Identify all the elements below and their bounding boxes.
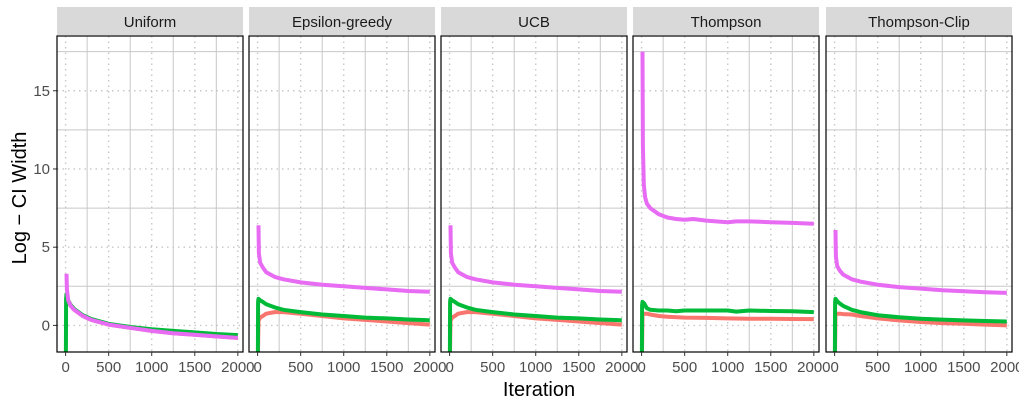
facet-title: Thompson-Clip — [868, 14, 970, 31]
panel-border — [248, 35, 436, 353]
facet-strip — [57, 7, 243, 35]
facet-panels: Uniform 0 500 1000 1500 2000 Epsilon-greedy 0 50… — [56, 7, 1019, 376]
series-line-arm2 — [639, 299, 814, 352]
y-tick-label: 10 — [33, 161, 50, 178]
y-axis: 0 5 10 15 — [33, 83, 57, 334]
facet-strip — [249, 7, 435, 35]
x-tick-label: 500 — [865, 359, 890, 376]
x-tick-label: 0 — [445, 359, 453, 376]
x-tick-label: 500 — [288, 359, 313, 376]
facet-title: UCB — [518, 14, 550, 31]
series-line-arm2 — [255, 296, 430, 352]
x-tick-label: 500 — [672, 359, 697, 376]
series-line-arm3 — [256, 225, 430, 294]
x-tick-label: 1500 — [370, 359, 403, 376]
series-group — [447, 225, 622, 352]
series-line-arm3 — [640, 51, 814, 226]
series-group — [639, 51, 814, 352]
facet-panel: UCB 0 500 1000 1500 2000 — [440, 7, 639, 376]
x-tick-label: 1000 — [711, 359, 744, 376]
facet-strip — [633, 7, 819, 35]
x-tick-label: 2000 — [797, 359, 830, 376]
x-tick-label: 2000 — [990, 359, 1019, 376]
panel-border — [825, 35, 1013, 353]
series-line-arm3 — [64, 273, 238, 340]
x-tick-label: 500 — [96, 359, 121, 376]
y-tick-label: 0 — [42, 317, 50, 334]
series-line-arm2 — [447, 296, 622, 352]
x-tick-label: 2000 — [413, 359, 446, 376]
facet-strip — [441, 7, 627, 35]
y-axis-title: Log − CI Width — [9, 132, 31, 265]
gridlines — [441, 36, 627, 352]
x-tick-label: 2000 — [605, 359, 638, 376]
series-group — [255, 225, 430, 352]
series-group — [832, 229, 1007, 352]
facet-panel: Thompson 0 500 1000 1500 2000 — [632, 7, 831, 376]
x-tick-label: 2000 — [221, 359, 254, 376]
facet-panel: Uniform 0 500 1000 1500 2000 — [56, 7, 255, 376]
x-tick-label: 0 — [61, 359, 69, 376]
series-line-arm2 — [832, 296, 1007, 352]
gridlines — [633, 36, 819, 352]
panel-border — [56, 35, 244, 353]
facet-strip — [826, 7, 1012, 35]
series-line-arm1 — [640, 311, 814, 352]
series-group — [63, 273, 238, 352]
x-tick-label: 0 — [637, 359, 645, 376]
x-tick-label: 1000 — [904, 359, 937, 376]
x-tick-label: 0 — [830, 359, 838, 376]
x-tick-label: 1000 — [327, 359, 360, 376]
facet-title: Epsilon-greedy — [292, 14, 393, 31]
series-line-arm3 — [448, 225, 622, 294]
panel-border — [440, 35, 628, 353]
facet-panel: Epsilon-greedy 0 500 1000 1500 2000 — [248, 7, 447, 376]
gridlines — [249, 36, 435, 352]
x-tick-label: 1000 — [519, 359, 552, 376]
x-tick-label: 1500 — [562, 359, 595, 376]
gridlines — [57, 36, 243, 352]
facet-panel: Thompson-Clip 0 500 1000 1500 2000 — [825, 7, 1019, 376]
x-tick-label: 500 — [480, 359, 505, 376]
x-tick-label: 1500 — [754, 359, 787, 376]
y-tick-label: 5 — [42, 239, 50, 256]
x-tick-label: 1500 — [178, 359, 211, 376]
x-tick-label: 1000 — [135, 359, 168, 376]
x-axis-title: Iteration — [503, 379, 575, 401]
facet-title: Uniform — [124, 14, 177, 31]
series-line-arm3 — [833, 229, 1007, 295]
facet-title: Thompson — [691, 14, 762, 31]
gridlines — [826, 36, 1012, 352]
x-tick-label: 0 — [253, 359, 261, 376]
panel-border — [632, 35, 820, 353]
x-tick-label: 1500 — [947, 359, 980, 376]
y-tick-label: 15 — [33, 83, 50, 100]
